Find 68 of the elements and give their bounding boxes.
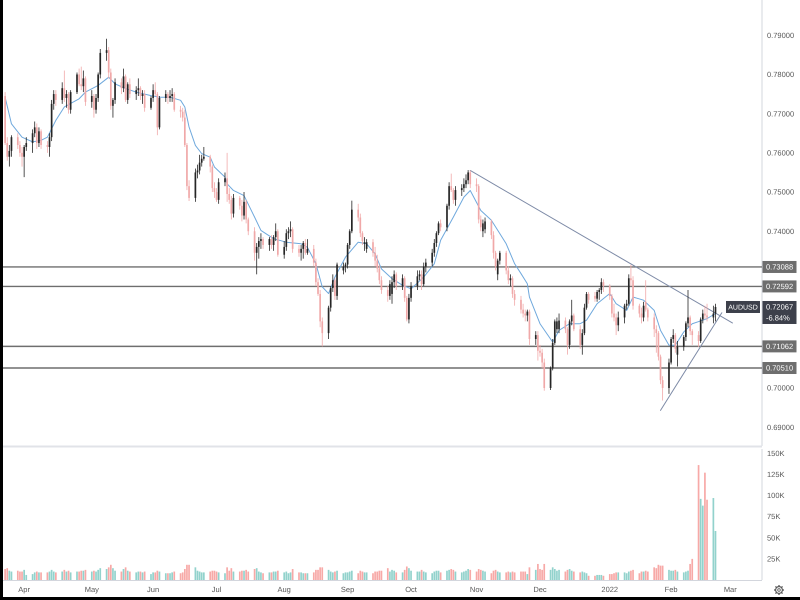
candlestick (704, 305, 706, 320)
candlestick (262, 236, 264, 250)
candlestick (198, 154, 200, 175)
candlestick (142, 90, 144, 104)
candlestick (167, 92, 169, 104)
candlestick (640, 307, 642, 324)
candlestick (588, 292, 590, 304)
candlestick (68, 92, 70, 114)
candlestick (537, 330, 539, 361)
candlestick (674, 332, 676, 354)
candlestick (364, 236, 366, 252)
candlestick (642, 301, 644, 322)
candlestick (402, 274, 404, 290)
candlestick (366, 238, 368, 254)
candlestick (93, 94, 95, 118)
candlestick (106, 38, 108, 62)
candlestick (389, 280, 391, 300)
candlestick (302, 240, 304, 260)
candlestick (243, 192, 245, 220)
candlestick (467, 170, 469, 185)
candlestick (224, 172, 226, 187)
candlestick (46, 140, 48, 154)
candlestick (144, 90, 146, 112)
candlestick (306, 238, 308, 256)
candlestick (66, 90, 68, 108)
candlestick (706, 303, 708, 322)
candlestick (676, 340, 678, 367)
candlestick (180, 105, 182, 118)
candlestick (579, 324, 582, 350)
candlestick (76, 72, 78, 94)
candlestick (334, 278, 336, 300)
candlestick (298, 244, 300, 258)
candlestick (241, 199, 243, 222)
candlestick (254, 226, 256, 262)
candlestick (304, 238, 306, 256)
candlestick (596, 290, 598, 302)
candlestick (482, 219, 484, 238)
candlestick (624, 303, 626, 324)
candlestick (171, 88, 173, 102)
candlestick (465, 174, 467, 189)
candlestick (520, 295, 522, 314)
candlestick (484, 217, 486, 234)
candlestick (137, 78, 140, 96)
candlestick (698, 330, 700, 348)
candlestick (38, 126, 40, 148)
candlestick (232, 194, 234, 218)
candlestick (55, 90, 57, 106)
candlestick (84, 76, 86, 106)
candlestick (61, 82, 64, 104)
candlestick (558, 313, 560, 334)
candlestick (218, 178, 220, 204)
candlestick (78, 68, 80, 87)
candlestick (268, 236, 270, 252)
candlestick (169, 90, 171, 102)
candlestick (90, 90, 93, 108)
candlestick (510, 274, 512, 286)
candlestick (386, 286, 389, 302)
candlestick (454, 186, 456, 206)
candlestick (594, 292, 596, 302)
candlestick (714, 303, 716, 322)
candlestick (270, 234, 272, 250)
candlestick (40, 128, 42, 150)
candlestick (122, 68, 124, 92)
candlestick (140, 86, 142, 100)
candlestick (617, 311, 620, 332)
candlestick (63, 70, 66, 102)
candlestick (290, 221, 292, 238)
candlestick (602, 279, 604, 292)
